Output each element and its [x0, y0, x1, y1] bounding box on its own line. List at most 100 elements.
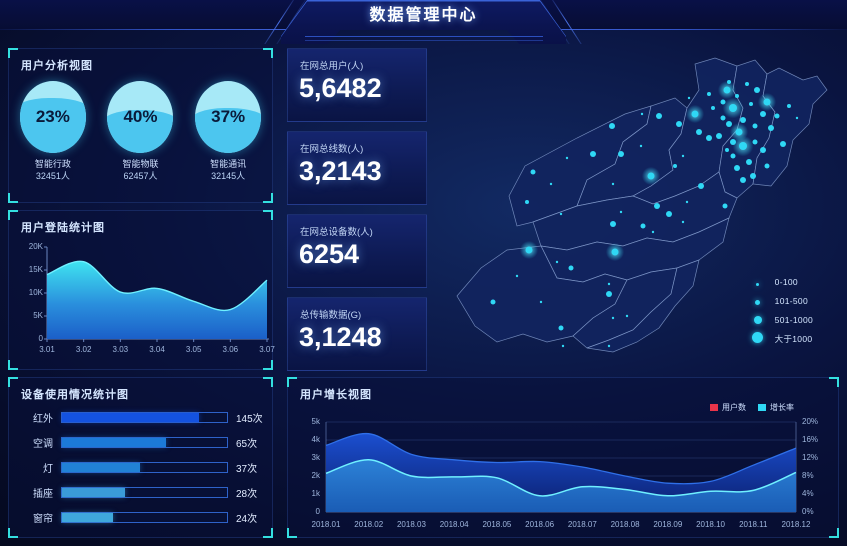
legend-label: 增长率	[770, 403, 794, 412]
map-data-point[interactable]	[525, 200, 529, 204]
map-data-point[interactable]	[739, 142, 747, 150]
map-data-point[interactable]	[746, 159, 752, 165]
map-data-point[interactable]	[681, 220, 685, 224]
map-data-point[interactable]	[740, 117, 746, 123]
map-data-point[interactable]	[723, 86, 731, 94]
map-data-point[interactable]	[555, 260, 559, 264]
map-data-point[interactable]	[734, 165, 740, 171]
device-bar-row[interactable]: 插座 28次	[9, 481, 272, 504]
map-data-point[interactable]	[749, 102, 753, 106]
map-data-point[interactable]	[795, 116, 799, 120]
map-data-point[interactable]	[590, 151, 596, 157]
map-data-point[interactable]	[763, 98, 771, 106]
map-data-point[interactable]	[720, 115, 726, 121]
map-data-point[interactable]	[639, 144, 643, 148]
map-data-point[interactable]	[611, 316, 615, 320]
map-data-point[interactable]	[647, 172, 655, 180]
map-data-point[interactable]	[787, 104, 791, 108]
map-data-point[interactable]	[640, 112, 644, 116]
liquid-gauge-item[interactable]: 37% 智能通讯 32145人	[192, 81, 264, 182]
kpi-card-online-lines[interactable]: 在网总线数(人) 3,2143	[287, 131, 427, 205]
kpi-card-online-devices[interactable]: 在网总设备数(人) 6254	[287, 214, 427, 288]
map-data-point[interactable]	[752, 139, 758, 145]
device-bar-row[interactable]: 空调 65次	[9, 431, 272, 454]
map-data-point[interactable]	[549, 182, 553, 186]
map-data-point[interactable]	[780, 141, 786, 147]
map-data-point[interactable]	[673, 164, 677, 168]
map-data-point[interactable]	[745, 82, 749, 86]
map-data-point[interactable]	[754, 87, 760, 93]
map-data-point[interactable]	[681, 154, 685, 158]
map-data-point[interactable]	[625, 314, 629, 318]
map-data-point[interactable]	[611, 182, 615, 186]
map-data-point[interactable]	[727, 80, 731, 84]
map-data-point[interactable]	[676, 121, 682, 127]
map-region[interactable]	[586, 259, 700, 353]
map-data-point[interactable]	[666, 211, 672, 217]
liquid-gauge-item[interactable]: 23% 智能行政 32451人	[17, 81, 89, 182]
map-data-point[interactable]	[640, 223, 646, 229]
device-bar-row[interactable]: 红外 145次	[9, 406, 272, 429]
legend-item[interactable]: 用户数	[710, 402, 746, 413]
x-axis-tick: 2018.05	[482, 520, 512, 529]
map-data-point[interactable]	[768, 125, 774, 131]
growth-area-chart[interactable]	[288, 412, 840, 532]
map-data-point[interactable]	[711, 106, 715, 110]
map-data-point[interactable]	[725, 148, 729, 152]
login-area-chart[interactable]	[9, 239, 274, 369]
map-data-point[interactable]	[750, 173, 756, 179]
map-data-point[interactable]	[530, 169, 536, 175]
map-data-point[interactable]	[760, 111, 766, 117]
map-data-point[interactable]	[539, 300, 543, 304]
map-data-point[interactable]	[730, 153, 736, 159]
map-data-point[interactable]	[515, 274, 519, 278]
map-data-point[interactable]	[722, 203, 728, 209]
kpi-card-total-transfer[interactable]: 总传输数据(G) 3,1248	[287, 297, 427, 371]
map-data-point[interactable]	[607, 282, 611, 286]
map-data-point[interactable]	[760, 147, 766, 153]
kpi-card-online-users[interactable]: 在网总用户(人) 5,6482	[287, 48, 427, 122]
map-data-point[interactable]	[735, 128, 743, 136]
map-data-point[interactable]	[490, 299, 496, 305]
map-data-point[interactable]	[619, 210, 623, 214]
map-data-point[interactable]	[729, 104, 737, 112]
x-axis-tick: 3.05	[185, 345, 202, 354]
map-data-point[interactable]	[707, 92, 711, 96]
map-data-point[interactable]	[726, 121, 732, 127]
map-data-point[interactable]	[706, 135, 712, 141]
liquid-gauge-item[interactable]: 40% 智能物联 62457人	[104, 81, 176, 182]
device-bar-row[interactable]: 灯 37次	[9, 456, 272, 479]
map-data-point[interactable]	[696, 129, 702, 135]
map-data-point[interactable]	[559, 212, 563, 216]
map-data-point[interactable]	[558, 325, 564, 331]
legend-item[interactable]: 增长率	[758, 402, 794, 413]
map-data-point[interactable]	[606, 291, 612, 297]
map-data-point[interactable]	[654, 203, 660, 209]
map-data-point[interactable]	[735, 94, 739, 98]
map-data-point[interactable]	[609, 123, 615, 129]
map-data-point[interactable]	[740, 177, 746, 183]
region-map[interactable]: 0-100 101-500 501-1000 大于1000	[437, 46, 841, 372]
map-data-point[interactable]	[716, 133, 722, 139]
map-data-point[interactable]	[685, 200, 689, 204]
map-data-point[interactable]	[611, 248, 619, 256]
map-data-point[interactable]	[687, 96, 691, 100]
map-data-point[interactable]	[565, 156, 569, 160]
map-data-point[interactable]	[698, 183, 704, 189]
kpi-value: 6254	[299, 239, 360, 269]
map-data-point[interactable]	[568, 265, 574, 271]
map-data-point[interactable]	[561, 344, 565, 348]
map-data-point[interactable]	[656, 113, 662, 119]
map-data-point[interactable]	[764, 163, 770, 169]
map-data-point[interactable]	[610, 221, 616, 227]
map-data-point[interactable]	[691, 110, 699, 118]
map-data-point[interactable]	[618, 151, 624, 157]
growth-chart-legend[interactable]: 用户数 增长率	[710, 402, 794, 413]
device-bar-row[interactable]: 窗帘 24次	[9, 506, 272, 529]
map-data-point[interactable]	[607, 344, 611, 348]
map-data-point[interactable]	[752, 123, 758, 129]
map-data-point[interactable]	[525, 246, 533, 254]
gauge-count: 32451人	[35, 171, 70, 181]
map-data-point[interactable]	[774, 113, 780, 119]
map-data-point[interactable]	[651, 230, 655, 234]
